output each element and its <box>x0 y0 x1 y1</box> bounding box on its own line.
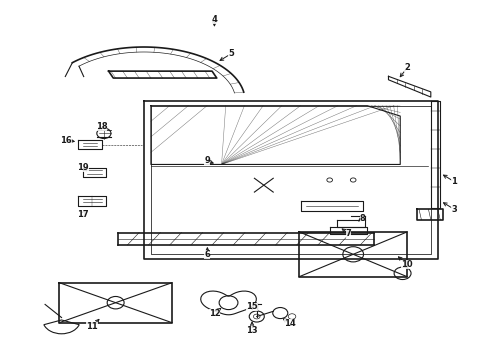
Text: 2: 2 <box>404 63 410 72</box>
Text: 17: 17 <box>77 210 89 219</box>
Text: 10: 10 <box>401 260 413 269</box>
Text: 12: 12 <box>209 309 221 318</box>
Text: 9: 9 <box>204 157 210 166</box>
Text: 13: 13 <box>246 326 258 335</box>
Text: 14: 14 <box>284 319 295 328</box>
Text: 8: 8 <box>360 213 366 222</box>
Text: 11: 11 <box>86 323 98 331</box>
Text: 1: 1 <box>451 177 457 186</box>
Text: 7: 7 <box>345 229 351 238</box>
Text: 6: 6 <box>204 250 210 259</box>
Text: 16: 16 <box>60 136 72 145</box>
Text: 5: 5 <box>228 49 234 58</box>
Text: 4: 4 <box>212 15 218 24</box>
Text: 15: 15 <box>246 302 258 311</box>
Text: 3: 3 <box>451 205 457 214</box>
Text: 19: 19 <box>77 163 89 172</box>
Text: 18: 18 <box>96 122 107 131</box>
